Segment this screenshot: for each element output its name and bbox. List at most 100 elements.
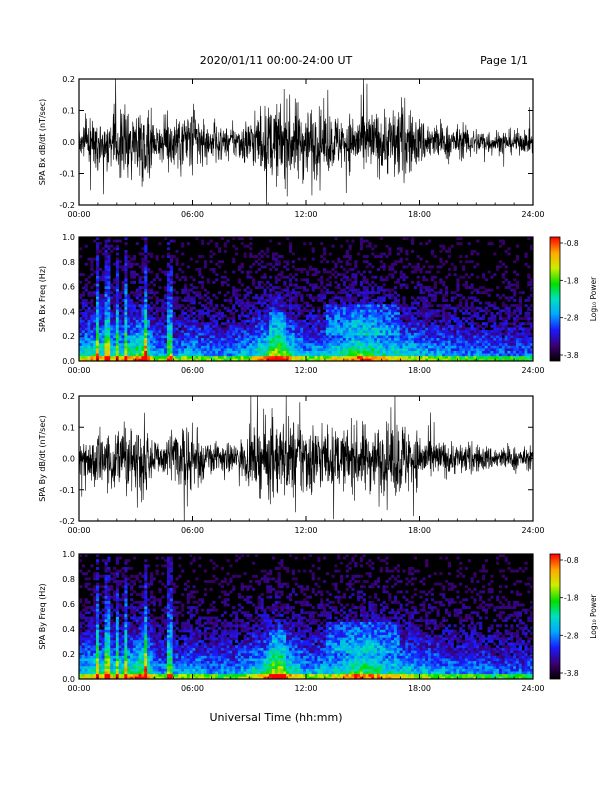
heat-cell <box>425 242 429 246</box>
heat-cell <box>410 242 415 246</box>
heat-cell <box>311 330 315 333</box>
heat-cell <box>124 332 128 336</box>
heat-cell <box>243 355 247 359</box>
heat-cell <box>237 288 242 292</box>
heat-cell <box>445 322 449 326</box>
heat-cell <box>84 358 88 362</box>
heat-cell <box>132 358 137 362</box>
heat-cell <box>161 332 165 336</box>
heat-cell <box>308 319 312 323</box>
heat-cell <box>436 345 440 349</box>
heat-cell <box>260 309 264 313</box>
heat-cell <box>374 330 378 333</box>
heat-cell <box>149 340 154 344</box>
heat-cell <box>246 314 250 318</box>
heat-cell <box>481 342 486 346</box>
heat-cell <box>464 299 469 302</box>
heat-cell <box>374 324 378 328</box>
heat-cell <box>130 355 134 359</box>
heat-cell <box>308 314 312 318</box>
heat-cell <box>445 317 449 320</box>
heat-cell <box>81 353 85 357</box>
heat-cell <box>323 306 327 310</box>
heat-cell <box>340 340 344 344</box>
heat-cell <box>141 296 145 300</box>
heat-cell <box>365 293 369 297</box>
heat-cell <box>155 299 159 302</box>
heat-cell <box>87 350 91 354</box>
heat-cell <box>220 237 225 240</box>
heat-cell <box>311 335 315 339</box>
heat-cell <box>524 322 528 326</box>
heat-cell <box>96 278 100 282</box>
heat-cell <box>459 242 463 246</box>
heat-cell <box>530 317 534 320</box>
heat-cell <box>337 337 341 341</box>
heat-cell <box>317 278 321 282</box>
heat-cell <box>79 280 83 284</box>
heat-cell <box>237 337 242 341</box>
heat-cell <box>371 355 375 359</box>
heat-cell <box>161 327 165 331</box>
heat-cell <box>240 306 244 310</box>
heat-cell <box>152 340 156 344</box>
heat-cell <box>433 337 437 341</box>
heat-cell <box>345 304 349 308</box>
heat-cell <box>274 335 278 339</box>
heat-cell <box>183 355 188 359</box>
heat-cell <box>124 260 128 264</box>
heat-cell <box>368 291 372 295</box>
heat-cell <box>269 355 273 359</box>
x-tick-label: 18:00 <box>408 526 431 535</box>
heat-cell <box>155 273 159 277</box>
heat-cell <box>294 353 298 357</box>
heat-cell <box>340 296 344 300</box>
heat-cell <box>425 335 429 339</box>
heat-cell <box>81 342 85 346</box>
heat-cell <box>303 286 307 289</box>
heat-cell <box>518 345 522 349</box>
heat-cell <box>232 288 236 292</box>
heat-cell <box>504 270 508 274</box>
heat-cell <box>365 342 369 346</box>
heat-cell <box>252 319 256 323</box>
heat-cell <box>470 306 474 310</box>
heat-cell <box>351 345 355 349</box>
heat-cell <box>98 296 102 300</box>
heat-cell <box>345 291 349 295</box>
heat-cell <box>107 345 111 349</box>
heat-cell <box>107 355 111 359</box>
heat-cell <box>323 322 327 326</box>
heat-cell <box>473 288 477 292</box>
heat-cell <box>84 600 88 604</box>
heat-cell <box>507 350 511 354</box>
heat-cell <box>189 350 193 354</box>
heat-cell <box>308 342 312 346</box>
heat-cell <box>515 244 520 248</box>
heat-cell <box>527 299 531 302</box>
heat-cell <box>189 288 193 292</box>
heat-cell <box>252 262 256 266</box>
heat-cell <box>274 332 278 336</box>
heat-cell <box>328 306 332 310</box>
heat-cell <box>223 299 227 302</box>
heat-cell <box>354 280 358 284</box>
heat-cell <box>323 327 327 331</box>
heat-cell <box>252 283 256 287</box>
heat-cell <box>107 283 111 287</box>
heat-cell <box>416 335 420 339</box>
heat-cell <box>115 322 120 326</box>
heat-cell <box>166 345 171 349</box>
heat-cell <box>393 291 398 295</box>
heat-cell <box>374 304 378 308</box>
heat-cell <box>144 345 148 349</box>
heat-cell <box>127 260 131 264</box>
heat-cell <box>501 332 505 336</box>
heat-cell <box>430 296 434 300</box>
heat-cell <box>399 319 403 323</box>
heat-cell <box>87 330 91 333</box>
heat-cell <box>479 301 483 305</box>
heat-cell <box>263 335 267 339</box>
heat-cell <box>274 340 278 344</box>
heat-cell <box>206 337 210 341</box>
